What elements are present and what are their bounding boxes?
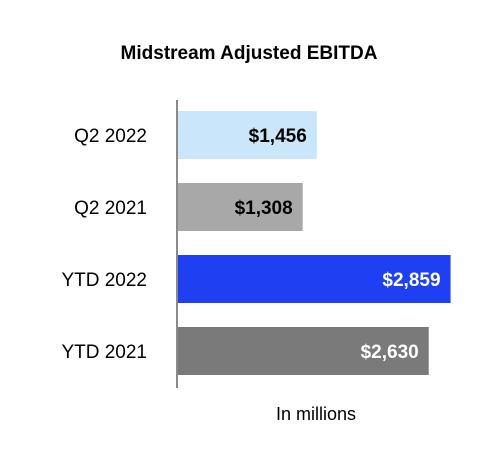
bar-value-label: $2,630 (361, 342, 419, 363)
bar-ytd-2021 (178, 327, 429, 375)
x-axis-label: In millions (276, 404, 356, 424)
bar-value-label: $2,859 (382, 270, 440, 291)
bar-value-label: $1,456 (249, 126, 307, 147)
bars-group (178, 111, 451, 375)
category-label: YTD 2022 (61, 270, 147, 291)
category-label: Q2 2021 (74, 198, 147, 219)
bar-q2-2021 (178, 183, 303, 231)
bar-q2-2022 (178, 111, 317, 159)
bar-ytd-2022 (178, 255, 451, 303)
labels-group: Q2 2022 $1,456 Q2 2021 $1,308 YTD 2022 $2,859… (61, 126, 440, 363)
chart-title: Midstream Adjusted EBITDA (121, 43, 378, 64)
bar-value-label: $1,308 (235, 198, 293, 219)
category-label: Q2 2022 (74, 126, 147, 147)
category-label: YTD 2021 (61, 342, 147, 363)
